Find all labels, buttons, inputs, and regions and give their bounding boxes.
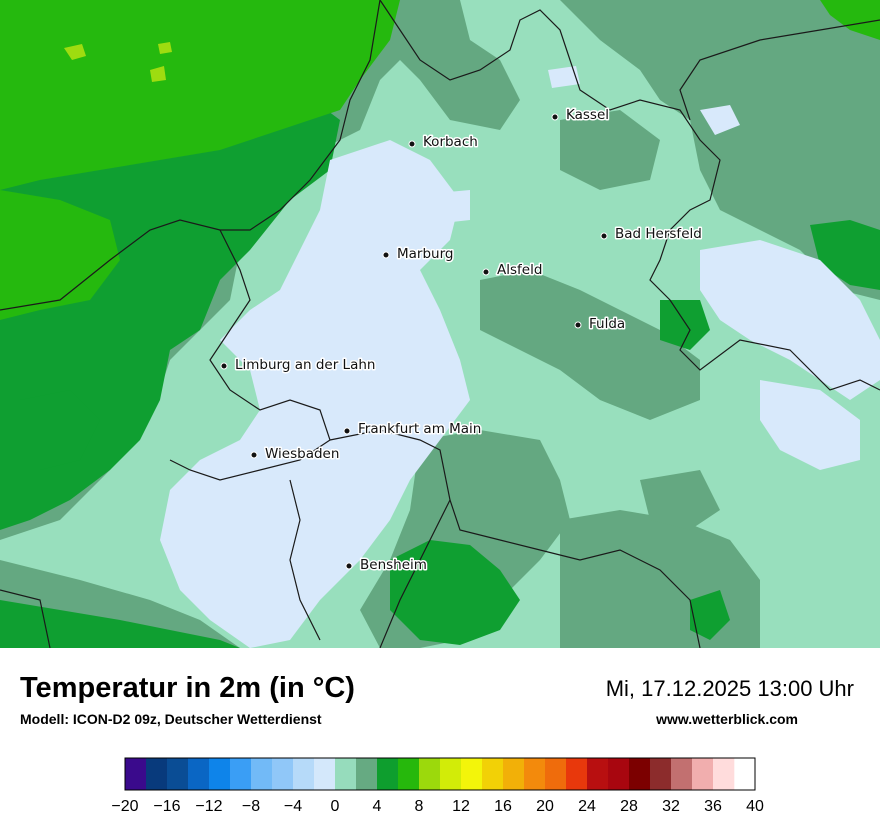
city-wiesbaden[interactable]: Wiesbaden	[250, 445, 341, 464]
legend-swatch	[146, 758, 168, 790]
legend-swatch	[650, 758, 672, 790]
city-dot	[220, 362, 228, 370]
legend-tick-label: 0	[331, 798, 340, 815]
legend-tick-label: 28	[620, 798, 638, 815]
city-label: Limburg an der Lahn	[235, 357, 375, 373]
city-dot	[600, 232, 608, 240]
legend-tick-label: −16	[153, 798, 180, 815]
legend-swatch	[356, 758, 378, 790]
city-label: Fulda	[589, 316, 625, 332]
legend-tick-label: 32	[662, 798, 680, 815]
legend-swatch	[314, 758, 336, 790]
temp-region-10-12	[64, 42, 172, 82]
color-legend: −20 −16 −12 −8 −4 0 4 8 12 16 20 24 28 32 36 40	[0, 756, 880, 830]
legend-swatch	[188, 758, 210, 790]
legend-swatch	[251, 758, 273, 790]
legend-swatch	[293, 758, 315, 790]
city-label: Bad Hersfeld	[615, 226, 702, 242]
city-kassel[interactable]: Kassel	[551, 106, 611, 125]
legend-swatch	[545, 758, 567, 790]
city-dot	[382, 251, 390, 259]
legend-tick-label: 4	[373, 798, 382, 815]
legend-swatch	[377, 758, 399, 790]
city-label: Alsfeld	[497, 262, 542, 278]
city-dot	[408, 140, 416, 148]
temp-region-6-8	[0, 80, 880, 648]
legend-tick-label: 8	[415, 798, 424, 815]
legend-swatch	[524, 758, 546, 790]
legend-swatch	[671, 758, 693, 790]
city-frankfurt-am-main[interactable]: Frankfurt am Main	[343, 420, 483, 439]
legend-swatch	[230, 758, 252, 790]
map-footer: Temperatur in 2m (in °C) Modell: ICON-D2…	[0, 648, 880, 830]
legend-swatch	[398, 758, 420, 790]
legend-swatch	[335, 758, 357, 790]
city-korbach[interactable]: Korbach	[408, 133, 479, 152]
temp-region-0-2	[160, 66, 880, 648]
legend-swatch	[587, 758, 609, 790]
legend-tick-label: 36	[704, 798, 722, 815]
temperature-map: Kassel Korbach Bad Hersfeld Marburg Alsf…	[0, 0, 880, 648]
map-canvas: Kassel Korbach Bad Hersfeld Marburg Alsf…	[0, 0, 880, 648]
legend-tick-label: −12	[195, 798, 222, 815]
legend-tick-label: 12	[452, 798, 470, 815]
city-label: Wiesbaden	[265, 446, 339, 462]
city-dot	[482, 268, 490, 276]
city-dot	[343, 427, 351, 435]
legend-canvas: −20 −16 −12 −8 −4 0 4 8 12 16 20 24 28 32 36 40	[111, 757, 764, 815]
legend-swatch	[125, 758, 147, 790]
city-bensheim[interactable]: Bensheim	[345, 556, 428, 575]
legend-swatch	[440, 758, 462, 790]
legend-tick-label: −8	[242, 798, 260, 815]
forecast-datetime: Mi, 17.12.2025 13:00 Uhr	[605, 676, 854, 701]
city-dot	[551, 113, 559, 121]
model-info: Modell: ICON-D2 09z, Deutscher Wetterdie…	[20, 711, 322, 727]
legend-swatch	[608, 758, 630, 790]
legend-tick-label: 40	[746, 798, 764, 815]
city-limburg-an-der-lahn[interactable]: Limburg an der Lahn	[220, 356, 377, 375]
legend-swatch	[566, 758, 588, 790]
city-label: Bensheim	[360, 557, 427, 573]
city-dot	[250, 451, 258, 459]
legend-swatch	[482, 758, 504, 790]
legend-swatch	[713, 758, 735, 790]
map-title: Temperatur in 2m (in °C)	[20, 672, 355, 704]
city-label: Korbach	[423, 134, 478, 150]
legend-tick-label: −4	[284, 798, 302, 815]
city-marburg[interactable]: Marburg	[382, 245, 455, 264]
source-link[interactable]: www.wetterblick.com	[656, 711, 798, 727]
legend-swatch	[419, 758, 441, 790]
legend-frame	[124, 757, 756, 791]
legend-swatch	[167, 758, 189, 790]
legend-tick-label: −20	[111, 798, 138, 815]
legend-tick-label: 20	[536, 798, 554, 815]
city-label: Kassel	[566, 107, 609, 123]
temp-region-8-10	[0, 0, 880, 320]
city-label: Frankfurt am Main	[358, 421, 481, 437]
city-label: Marburg	[397, 246, 453, 262]
legend-tick-label: 16	[494, 798, 512, 815]
legend-tick-label: 24	[578, 798, 596, 815]
city-bad-hersfeld[interactable]: Bad Hersfeld	[600, 225, 703, 244]
city-dot	[345, 562, 353, 570]
legend-swatch	[209, 758, 231, 790]
city-alsfeld[interactable]: Alsfeld	[482, 261, 544, 280]
legend-swatch	[629, 758, 651, 790]
city-dot	[574, 321, 582, 329]
legend-swatch	[272, 758, 294, 790]
city-markers: Kassel Korbach Bad Hersfeld Marburg Alsf…	[220, 106, 703, 575]
legend-swatch	[503, 758, 525, 790]
legend-swatch	[461, 758, 483, 790]
state-borders	[0, 0, 880, 648]
legend-swatch	[692, 758, 714, 790]
city-fulda[interactable]: Fulda	[574, 315, 627, 334]
